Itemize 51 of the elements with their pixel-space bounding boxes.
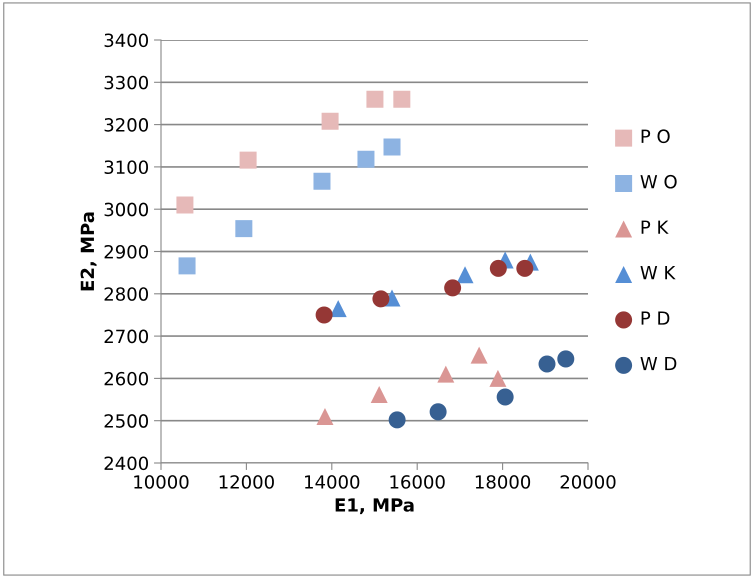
point [456, 266, 474, 284]
point [557, 350, 574, 368]
point [235, 220, 252, 238]
legend-label: W D [640, 356, 676, 370]
y-tick-label: 3400 [104, 33, 148, 48]
legend-label: W O [640, 174, 677, 189]
x-tick-label: 18000 [476, 475, 530, 489]
y-tick-label: 2900 [104, 244, 148, 259]
y-tick-label: 2800 [104, 287, 148, 301]
x-tick-label: 14000 [305, 475, 360, 489]
point [437, 366, 454, 383]
x-axis-title: E1, MPa [336, 498, 414, 514]
point [178, 257, 196, 274]
point [490, 260, 507, 277]
point [489, 370, 506, 387]
point [516, 260, 534, 277]
point [470, 346, 488, 364]
point [372, 290, 390, 308]
point [370, 386, 388, 403]
y-tick-label: 3200 [104, 118, 148, 132]
point [316, 306, 333, 324]
point [388, 411, 406, 428]
point [357, 150, 374, 168]
point [384, 138, 401, 156]
x-tick-label: 12000 [220, 475, 274, 489]
legend-label: P D [642, 312, 670, 325]
y-tick-label: 2600 [104, 372, 148, 386]
point [430, 403, 447, 420]
x-tick-label: 20000 [560, 475, 616, 489]
point [322, 112, 339, 130]
point [444, 279, 462, 296]
x-tick-label: 16000 [390, 475, 445, 489]
y-tick-label: 2500 [104, 414, 148, 428]
legend-label: W K [640, 266, 676, 280]
point [366, 90, 384, 108]
point [313, 172, 330, 190]
x-tick-label: 10000 [134, 475, 189, 489]
y-tick-label: 3300 [104, 76, 148, 90]
y-tick-label: 2700 [104, 330, 148, 344]
y-tick-label: 3000 [104, 202, 148, 216]
point [538, 356, 556, 373]
legend-label: P O [642, 129, 670, 144]
point [393, 90, 410, 108]
point [176, 196, 194, 214]
point [316, 408, 334, 425]
point [496, 388, 514, 406]
legend-label: P K [642, 220, 669, 234]
y-axis-title: E2, MPa [80, 212, 96, 290]
point [240, 152, 257, 169]
y-tick-label: 2400 [104, 456, 148, 470]
y-tick-label: 3100 [104, 160, 148, 174]
